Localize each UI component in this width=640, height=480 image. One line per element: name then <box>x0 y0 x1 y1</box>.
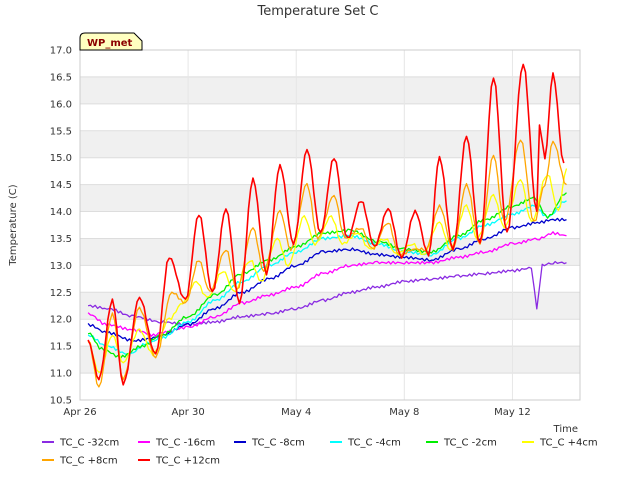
legend: TC_C -32cm TC_C -16cm TC_C -8cm TC_C -4cm TC… <box>42 438 598 467</box>
y-tick-label: 10.5 <box>50 396 72 407</box>
series-line-tc-c-8cm <box>87 139 567 388</box>
grid-band <box>80 130 580 158</box>
y-tick-label: 16.0 <box>50 99 72 110</box>
legend-item: TC_C -16cm <box>138 438 215 449</box>
y-tick-label: 15.5 <box>50 126 72 137</box>
y-tick-label: 13.5 <box>50 234 72 245</box>
x-tick-label: Apr 30 <box>172 407 205 418</box>
legend-item: TC_C -8cm <box>234 438 305 449</box>
y-axis-ticks: 10.5 11.0 11.5 12.0 12.5 13.0 13.5 14.0 14.5 15.0… <box>50 46 72 407</box>
x-axis-ticks: Apr 26 Apr 30 May 4 May 8 May 12 <box>63 407 530 418</box>
series-line-tc-c-8cm <box>87 217 567 343</box>
legend-label: TC_C +4cm <box>539 438 598 449</box>
y-tick-label: 11.5 <box>50 342 72 353</box>
legend-label: TC_C -2cm <box>443 438 497 449</box>
legend-item: TC_C +4cm <box>522 438 598 449</box>
series-line-tc-c-12cm <box>87 63 565 386</box>
legend-label: TC_C -8cm <box>251 438 305 449</box>
badge-shape <box>79 32 143 51</box>
chart-title: Temperature Set C <box>256 4 378 19</box>
x-tick-label: Apr 26 <box>63 407 96 418</box>
legend-label: TC_C +12cm <box>155 456 220 467</box>
grid-band <box>80 292 580 320</box>
legend-item: TC_C -32cm <box>42 438 119 449</box>
y-tick-label: 17.0 <box>50 46 72 57</box>
legend-label: TC_C -4cm <box>347 438 401 449</box>
series-line-tc-c-4cm <box>87 168 568 373</box>
series-line-tc-c-2cm <box>87 192 567 359</box>
legend-label: TC_C +8cm <box>59 456 118 467</box>
y-tick-label: 14.0 <box>50 207 72 218</box>
series-line-tc-c-4cm <box>87 200 567 356</box>
legend-item: TC_C +8cm <box>42 456 118 467</box>
x-tick-label: May 8 <box>389 407 419 418</box>
y-axis-label: Temperature (C) <box>8 184 19 266</box>
grid-band <box>80 76 580 104</box>
plot-border <box>79 49 581 401</box>
y-tick-label: 16.5 <box>50 72 72 83</box>
y-tick-label: 13.0 <box>50 261 72 272</box>
grid-band <box>80 346 580 374</box>
x-axis-label: Time <box>553 424 578 435</box>
grid-band <box>80 184 580 212</box>
y-tick-label: 11.0 <box>50 369 72 380</box>
legend-item: TC_C -2cm <box>426 438 497 449</box>
legend-item: TC_C +12cm <box>138 456 220 467</box>
badge-label: WP_met <box>87 38 133 49</box>
y-tick-label: 15.0 <box>50 153 72 164</box>
y-tick-label: 12.5 <box>50 288 72 299</box>
series-layer <box>87 63 568 388</box>
legend-label: TC_C -16cm <box>155 438 215 449</box>
wp-met-badge: WP_met <box>79 32 143 51</box>
series-line-tc-c-32cm <box>87 260 567 327</box>
legend-item: TC_C -4cm <box>330 438 401 449</box>
y-tick-label: 12.0 <box>50 315 72 326</box>
x-tick-label: May 12 <box>494 407 531 418</box>
x-tick-label: May 4 <box>281 407 311 418</box>
y-tick-label: 14.5 <box>50 180 72 191</box>
legend-label: TC_C -32cm <box>59 438 119 449</box>
